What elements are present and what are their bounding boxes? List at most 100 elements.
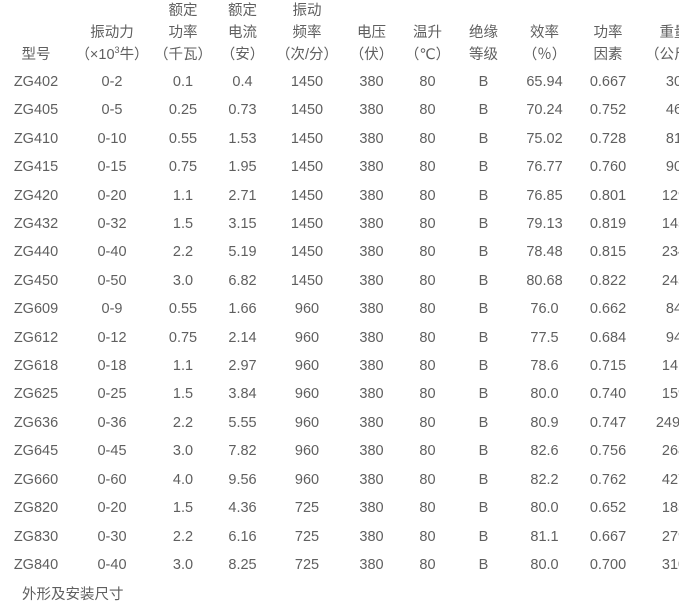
cell-insul: B: [478, 528, 489, 545]
cell-eff: 80.68: [526, 272, 563, 289]
column-header-line: 等级: [469, 47, 498, 63]
table-row: ZG609 0-9 0.55 1.66 960 380 80 B 76.0 0.662 84: [0, 295, 679, 323]
cell-eff: 76.85: [526, 187, 563, 204]
cell-current: 2.14: [228, 329, 257, 346]
cell-force: 0-9: [101, 301, 123, 318]
cell-weight: 81: [665, 130, 679, 147]
cell-force: 0-36: [97, 414, 127, 431]
cell-model: ZG415: [13, 159, 59, 176]
cell-pf: 0.801: [589, 187, 627, 204]
column-header-line: 效率: [530, 25, 559, 41]
column-header-temp: 温升 （℃）: [400, 0, 455, 66]
column-header-model: 型号: [0, 0, 72, 66]
column-header-line: （℃）: [404, 47, 451, 63]
cell-eff: 82.6: [530, 443, 559, 460]
column-header-line: （×103牛）: [75, 45, 149, 63]
cell-eff: 78.48: [526, 244, 563, 261]
cell-weight: 268: [661, 443, 679, 460]
cell-insul: B: [478, 358, 489, 375]
cell-eff: 79.13: [526, 216, 563, 233]
cell-weight: 145: [661, 216, 679, 233]
cell-power: 2.2: [172, 244, 194, 261]
cell-pf: 0.756: [589, 443, 627, 460]
column-header-line: 重量: [659, 25, 679, 41]
cell-volt: 380: [359, 187, 384, 204]
table-row: ZG440 0-40 2.2 5.19 1450 380 80 B 78.48 0.815 234: [0, 238, 679, 266]
cell-insul: B: [478, 272, 489, 289]
cell-temp: 80: [419, 74, 436, 90]
cell-power: 1.5: [172, 386, 194, 403]
cell-model: ZG820: [13, 500, 59, 517]
cell-eff: 80.0: [530, 386, 559, 403]
cell-insul: B: [478, 74, 489, 90]
column-header-line: 温升: [413, 25, 442, 41]
cell-insul: B: [478, 187, 489, 204]
cell-eff: 80.0: [530, 556, 559, 573]
column-header-line: （安）: [220, 47, 265, 63]
table-body: ZG402 0-2 0.1 0.4 1450 380 80 B 65.94 0.667 30 ZG40…: [0, 66, 679, 579]
cell-force: 0-32: [97, 216, 127, 233]
column-header-line: 频率: [292, 25, 322, 41]
column-header-line: 绝缘: [469, 25, 498, 41]
cell-weight: 46: [665, 102, 679, 119]
cell-model: ZG420: [13, 187, 59, 204]
cell-freq: 960: [294, 301, 320, 318]
cell-force: 0-20: [97, 500, 127, 517]
cell-power: 1.1: [172, 358, 194, 375]
cell-insul: B: [478, 216, 489, 233]
cell-current: 1.53: [228, 130, 257, 147]
table-row: ZG645 0-45 3.0 7.82 960 380 80 B 82.6 0.756 268: [0, 437, 679, 465]
cell-temp: 80: [419, 443, 436, 460]
cell-volt: 380: [359, 386, 384, 403]
cell-force: 0-40: [97, 244, 127, 261]
cell-insul: B: [478, 130, 489, 147]
cell-power: 3.0: [172, 443, 194, 460]
specification-table: 型号 振动力 （×103牛） 额定 功率 （千瓦） 额定 电流 （安） 振动 频率 （次/分） 电压…: [0, 0, 679, 579]
cell-temp: 80: [419, 471, 436, 488]
cell-insul: B: [478, 386, 489, 403]
table-row: ZG820 0-20 1.5 4.36 725 380 80 B 80.0 0.652 185: [0, 494, 679, 522]
table-row: ZG625 0-25 1.5 3.84 960 380 80 B 80.0 0.740 159: [0, 380, 679, 408]
table-row: ZG432 0-32 1.5 3.15 1450 380 80 B 79.13 0.819 145: [0, 210, 679, 238]
cell-current: 3.84: [228, 386, 257, 403]
cell-model: ZG410: [13, 130, 59, 147]
cell-power: 0.55: [168, 301, 198, 318]
column-header-line: 振动力: [90, 25, 134, 41]
cell-power: 2.2: [172, 528, 194, 545]
cell-pf: 0.667: [589, 528, 627, 545]
column-header-power: 额定 功率 （千瓦）: [152, 0, 214, 66]
column-header-volt: 电压 （伏）: [343, 0, 400, 66]
column-header-line: （千瓦）: [154, 47, 212, 63]
cell-temp: 80: [419, 358, 436, 375]
cell-eff: 78.6: [530, 358, 559, 375]
cell-current: 0.4: [232, 74, 253, 90]
cell-pf: 0.822: [589, 272, 627, 289]
column-header-line: （次/分）: [275, 47, 339, 63]
cell-current: 5.19: [228, 244, 257, 261]
cell-freq: 960: [294, 358, 320, 375]
cell-insul: B: [478, 102, 489, 119]
cell-force: 0-40: [97, 556, 127, 573]
cell-model: ZG636: [13, 414, 59, 431]
cell-model: ZG645: [13, 443, 59, 460]
cell-model: ZG405: [13, 102, 59, 119]
column-header-insul: 绝缘 等级: [455, 0, 512, 66]
cell-volt: 380: [359, 159, 384, 176]
cell-freq: 1450: [290, 187, 324, 204]
cell-freq: 1450: [290, 272, 324, 289]
cell-insul: B: [478, 244, 489, 261]
table-row: ZG636 0-36 2.2 5.55 960 380 80 B 80.9 0.747 249.5: [0, 409, 679, 437]
cell-eff: 70.24: [526, 102, 563, 119]
table-row: ZG402 0-2 0.1 0.4 1450 380 80 B 65.94 0.667 30: [0, 66, 679, 96]
cell-volt: 380: [359, 500, 384, 517]
cell-force: 0-10: [97, 130, 127, 147]
cell-freq: 725: [294, 556, 320, 573]
column-header-line: 因素: [593, 47, 623, 63]
cell-freq: 1450: [290, 102, 324, 119]
cell-freq: 960: [294, 471, 320, 488]
cell-volt: 380: [359, 272, 384, 289]
cell-force: 0-45: [97, 443, 127, 460]
cell-power: 3.0: [172, 272, 194, 289]
cell-volt: 380: [359, 216, 384, 233]
cell-current: 7.82: [228, 443, 257, 460]
